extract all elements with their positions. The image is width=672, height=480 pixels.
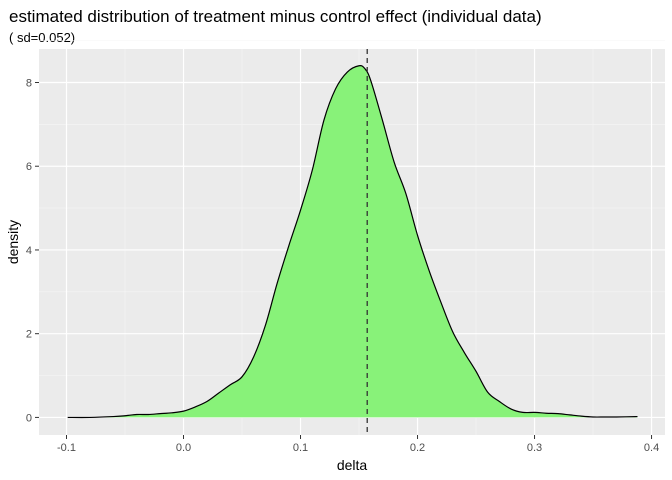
- x-tick-label: 0.3: [527, 442, 542, 454]
- y-tick-label: 8: [26, 77, 32, 89]
- y-tick-label: 6: [26, 161, 32, 173]
- x-tick-label: 0.1: [293, 442, 308, 454]
- density-line: [67, 65, 638, 419]
- density-area: [67, 65, 638, 418]
- y-tick-label: 0: [26, 412, 32, 424]
- chart-title: estimated distribution of treatment minu…: [9, 7, 542, 26]
- x-tick-label: 0.2: [410, 442, 425, 454]
- x-axis-label: delta: [337, 457, 368, 473]
- x-tick-label: -0.1: [57, 442, 76, 454]
- x-axis-ticks: -0.1 0.0 0.1 0.2 0.3 0.4: [57, 435, 659, 454]
- x-tick-label: 0.0: [176, 442, 191, 454]
- y-tick-label: 4: [26, 245, 32, 257]
- y-axis-ticks: 0 2 4 6 8: [26, 77, 39, 424]
- chart-subtitle: ( sd=0.052): [9, 30, 75, 45]
- y-axis-label: density: [5, 220, 21, 264]
- x-tick-label: 0.4: [644, 442, 659, 454]
- y-tick-label: 2: [26, 329, 32, 341]
